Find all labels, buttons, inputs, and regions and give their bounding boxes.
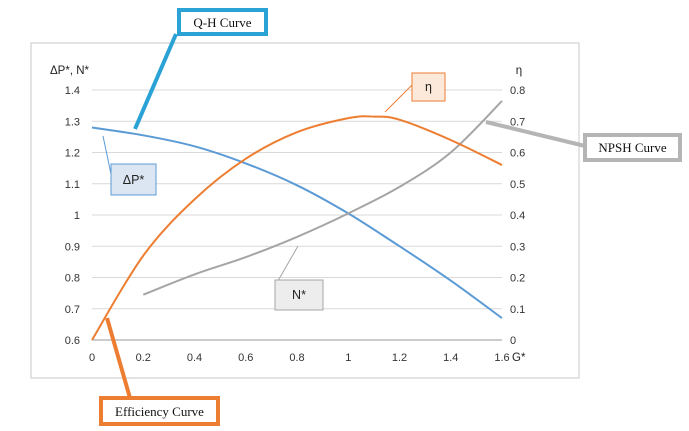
y-right-tick-label: 0.8 bbox=[510, 85, 525, 97]
tick-labels: 0.6 0 0.7 0.1 0.8 0.2 0.9 0.3 1 0.4 1.1 0.5 1.2 0.6 1.… bbox=[65, 85, 526, 364]
y-left-tick-label: 0.9 bbox=[65, 241, 80, 253]
x-tick-label: 0 bbox=[89, 352, 95, 364]
dp-label-text: ΔP* bbox=[123, 173, 145, 187]
dp-label-leader bbox=[102, 135, 112, 175]
series bbox=[91, 100, 503, 341]
qh-callout: Q-H Curve bbox=[177, 8, 268, 36]
eta-label: η bbox=[411, 72, 446, 102]
efficiency-callout-leader bbox=[105, 317, 132, 399]
n-label-text: N* bbox=[292, 288, 306, 302]
y-right-tick-label: 0.7 bbox=[510, 116, 525, 128]
efficiency-callout-text: Efficiency Curve bbox=[115, 404, 204, 419]
efficiency-callout: Efficiency Curve bbox=[99, 396, 220, 426]
y-left-tick-label: 1.2 bbox=[65, 148, 80, 160]
qh-callout-leader bbox=[133, 33, 178, 130]
x-tick-label: 0.8 bbox=[289, 352, 304, 364]
n-label: N* bbox=[274, 279, 324, 311]
npsh-callout-text: NPSH Curve bbox=[598, 140, 666, 155]
y-left-tick-label: 0.8 bbox=[65, 273, 80, 285]
eta-label-text: η bbox=[425, 80, 432, 94]
left-axis-title: ΔP*, N* bbox=[50, 65, 90, 77]
y-left-tick-label: 1.3 bbox=[65, 116, 80, 128]
y-left-tick-label: 1 bbox=[74, 210, 80, 222]
x-tick-label: 1 bbox=[345, 352, 351, 364]
y-right-tick-label: 0.5 bbox=[510, 179, 525, 191]
npsh-callout: NPSH Curve bbox=[583, 133, 682, 162]
series-line-delta-p bbox=[91, 126, 503, 319]
y-right-tick-label: 0.2 bbox=[510, 273, 525, 285]
x-axis-title: G* bbox=[512, 352, 526, 364]
y-left-tick-label: 0.7 bbox=[65, 304, 80, 316]
y-left-tick-label: 1.4 bbox=[65, 85, 80, 97]
npsh-callout-leader bbox=[485, 120, 586, 148]
y-left-tick-label: 0.6 bbox=[65, 335, 80, 347]
x-tick-label: 1.2 bbox=[392, 352, 407, 364]
x-tick-label: 0.2 bbox=[136, 352, 151, 364]
dp-label: ΔP* bbox=[110, 163, 157, 196]
n-label-leader bbox=[274, 245, 299, 287]
x-tick-label: 0.6 bbox=[238, 352, 253, 364]
eta-label-leader bbox=[384, 84, 413, 113]
y-left-tick-label: 1.1 bbox=[65, 179, 80, 191]
right-axis-title: η bbox=[516, 65, 522, 77]
y-right-tick-label: 0.3 bbox=[510, 241, 525, 253]
chart-frame bbox=[30, 42, 580, 379]
grid bbox=[92, 89, 502, 341]
y-right-tick-label: 0 bbox=[510, 335, 516, 347]
x-tick-label: 1.6 bbox=[494, 352, 509, 364]
y-right-tick-label: 0.1 bbox=[510, 304, 525, 316]
qh-callout-text: Q-H Curve bbox=[193, 15, 251, 30]
x-tick-label: 0.4 bbox=[187, 352, 202, 364]
series-line-n-star bbox=[142, 100, 503, 296]
series-line-efficiency bbox=[91, 115, 503, 341]
y-right-tick-label: 0.4 bbox=[510, 210, 525, 222]
x-tick-label: 1.4 bbox=[443, 352, 458, 364]
y-right-tick-label: 0.6 bbox=[510, 148, 525, 160]
